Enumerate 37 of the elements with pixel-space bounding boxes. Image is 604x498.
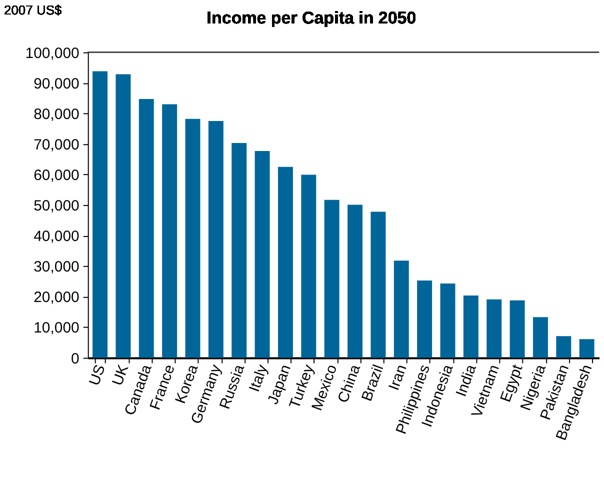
bar xyxy=(532,317,548,358)
bar xyxy=(116,74,131,358)
bar xyxy=(232,143,247,358)
bar xyxy=(208,121,224,358)
x-tick-label: US xyxy=(86,362,109,388)
y-tick-label: 0 xyxy=(71,350,80,368)
bar xyxy=(278,166,293,358)
bar xyxy=(463,295,478,358)
y-tick-label: 100,000 xyxy=(25,44,80,62)
y-tick-label: 40,000 xyxy=(34,228,80,246)
bar xyxy=(417,280,432,358)
bar xyxy=(92,71,108,358)
bar xyxy=(138,99,154,358)
bar xyxy=(162,104,178,358)
y-tick-label: 50,000 xyxy=(34,198,80,215)
y-tick-label: 20,000 xyxy=(34,289,80,306)
bar xyxy=(324,200,340,358)
bar xyxy=(348,204,363,358)
bar xyxy=(486,299,502,358)
bar xyxy=(556,336,572,358)
x-tick-label: Italy xyxy=(246,362,272,394)
y-tick-label: 90,000 xyxy=(34,75,80,92)
y-tick-label: 10,000 xyxy=(34,320,80,337)
bar xyxy=(185,118,200,358)
y-tick-label: 30,000 xyxy=(34,258,80,276)
bar xyxy=(254,150,270,358)
bar xyxy=(394,260,409,358)
bar xyxy=(440,284,456,358)
y-tick-label: 60,000 xyxy=(34,166,80,184)
y-tick-label: 80,000 xyxy=(34,106,80,123)
bar xyxy=(370,212,386,358)
bar xyxy=(510,300,525,358)
bar xyxy=(301,174,316,358)
y-axis-title: 2007 US$ xyxy=(4,2,62,18)
bar xyxy=(579,339,594,358)
chart-title: Income per Capita in 2050 xyxy=(206,8,416,28)
y-tick-label: 70,000 xyxy=(34,136,80,154)
